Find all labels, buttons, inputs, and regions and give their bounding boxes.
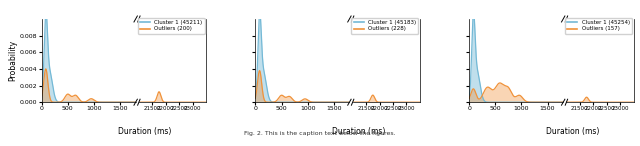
Legend: Cluster 1 (45211), Outliers (200): Cluster 1 (45211), Outliers (200): [138, 18, 205, 34]
Text: Fig. 2. This is the caption text below the figures.: Fig. 2. This is the caption text below t…: [244, 131, 396, 136]
Text: Duration (ms): Duration (ms): [118, 127, 172, 136]
Text: Duration (ms): Duration (ms): [332, 127, 385, 136]
Y-axis label: Probability: Probability: [8, 40, 17, 81]
Legend: Cluster 1 (45254), Outliers (157): Cluster 1 (45254), Outliers (157): [565, 18, 632, 34]
Legend: Cluster 1 (45183), Outliers (228): Cluster 1 (45183), Outliers (228): [351, 18, 419, 34]
Text: Duration (ms): Duration (ms): [546, 127, 599, 136]
